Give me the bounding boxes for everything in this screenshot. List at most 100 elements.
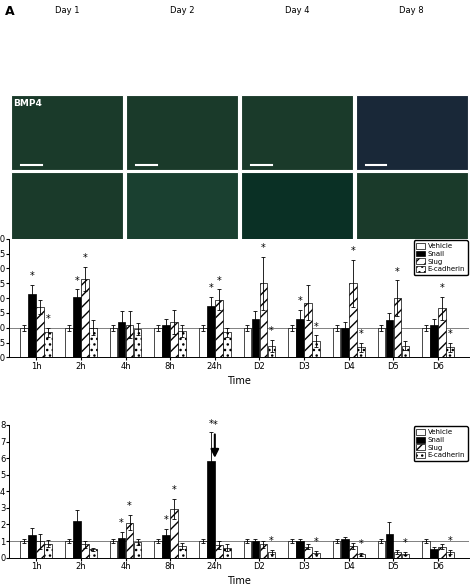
Bar <box>422 328 430 357</box>
Bar <box>438 547 446 558</box>
Text: *: * <box>358 329 363 339</box>
Bar <box>288 328 296 357</box>
Bar <box>45 332 52 357</box>
Bar <box>65 328 73 357</box>
Text: *: * <box>172 485 177 495</box>
Bar <box>349 546 356 558</box>
Text: *: * <box>209 283 213 293</box>
Text: *: * <box>119 518 124 528</box>
Text: *: * <box>314 537 319 547</box>
Bar <box>215 299 223 357</box>
Bar <box>260 544 267 558</box>
Text: Day 1: Day 1 <box>55 5 79 15</box>
Text: *: * <box>358 539 363 549</box>
Bar <box>73 521 81 558</box>
Bar <box>207 305 215 357</box>
Bar <box>178 330 186 357</box>
Text: *: * <box>314 322 319 332</box>
Text: *: * <box>209 419 213 429</box>
Bar <box>20 541 28 558</box>
Text: Day 8: Day 8 <box>400 5 424 15</box>
Text: *: * <box>298 296 302 306</box>
Bar <box>126 325 133 357</box>
Bar <box>199 541 207 558</box>
Bar <box>260 284 267 357</box>
Text: *: * <box>440 283 445 293</box>
Bar <box>341 539 348 558</box>
Bar <box>446 552 454 558</box>
Bar <box>241 95 353 170</box>
Bar <box>126 95 238 170</box>
Text: *: * <box>447 536 453 546</box>
Bar <box>268 552 275 558</box>
Text: *: * <box>217 276 221 286</box>
Text: *: * <box>395 266 400 276</box>
Text: *: * <box>212 420 217 430</box>
Bar <box>446 347 454 357</box>
Bar <box>73 296 81 357</box>
Text: BMP4: BMP4 <box>13 99 42 108</box>
Bar <box>304 302 312 357</box>
Bar <box>134 542 141 558</box>
Bar <box>357 347 365 357</box>
Bar <box>377 541 385 558</box>
Bar <box>81 544 89 558</box>
Bar <box>296 319 304 357</box>
X-axis label: Time: Time <box>228 576 251 586</box>
Bar <box>89 549 97 558</box>
Bar <box>20 328 28 357</box>
Bar <box>118 538 125 558</box>
Bar <box>118 322 125 357</box>
Bar <box>134 329 141 357</box>
Text: *: * <box>82 254 87 264</box>
Bar <box>304 547 312 558</box>
Bar <box>207 461 215 558</box>
Text: Vehicle: Vehicle <box>13 22 50 31</box>
Bar <box>356 172 468 247</box>
Text: *: * <box>269 536 274 546</box>
Legend: Vehicle, Snail, Slug, E-cadherin: Vehicle, Snail, Slug, E-cadherin <box>414 240 468 275</box>
Bar <box>36 307 44 357</box>
Text: *: * <box>350 246 355 256</box>
Bar <box>312 341 320 357</box>
X-axis label: Time: Time <box>228 376 251 386</box>
Bar <box>155 541 162 558</box>
Bar <box>223 548 231 558</box>
Text: A: A <box>5 5 15 18</box>
Bar <box>244 328 251 357</box>
Bar <box>11 172 123 247</box>
Bar <box>333 328 340 357</box>
Bar <box>401 554 409 558</box>
Text: *: * <box>127 501 132 511</box>
Bar <box>357 554 365 558</box>
Bar <box>155 328 162 357</box>
Bar <box>296 541 304 558</box>
Bar <box>163 535 170 558</box>
Bar <box>252 541 259 558</box>
Bar <box>430 325 438 357</box>
Bar <box>241 172 353 247</box>
Bar <box>163 325 170 357</box>
Bar <box>349 284 356 357</box>
Bar <box>438 309 446 357</box>
Bar <box>170 322 178 357</box>
Bar <box>126 523 133 558</box>
Legend: Vehicle, Snail, Slug, E-cadherin: Vehicle, Snail, Slug, E-cadherin <box>414 426 468 461</box>
Bar <box>288 541 296 558</box>
Text: *: * <box>269 326 274 336</box>
Bar <box>430 549 438 558</box>
Bar <box>333 541 340 558</box>
Bar <box>385 534 393 558</box>
Bar <box>377 328 385 357</box>
Bar <box>385 321 393 357</box>
Bar <box>81 279 89 357</box>
Bar <box>312 553 320 558</box>
Bar <box>393 552 401 558</box>
Text: *: * <box>447 329 453 339</box>
Text: *: * <box>261 243 266 253</box>
Text: *: * <box>46 314 51 324</box>
Bar <box>223 332 231 357</box>
Bar <box>401 346 409 357</box>
Text: *: * <box>164 515 169 525</box>
Bar <box>356 95 468 170</box>
